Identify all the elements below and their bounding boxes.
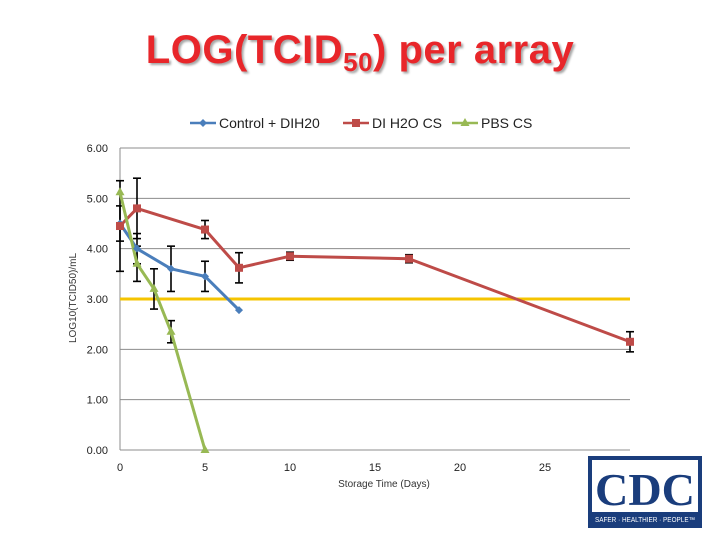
data-point	[132, 258, 142, 267]
title-subscript: 50	[343, 47, 374, 77]
data-point	[149, 283, 159, 292]
error-bars	[116, 177, 634, 353]
data-point	[235, 263, 243, 272]
legend-marker	[199, 119, 207, 127]
data-point	[626, 337, 634, 346]
x-tick-label: 5	[202, 462, 208, 474]
data-point	[167, 264, 175, 273]
data-point	[166, 326, 176, 335]
y-tick-label: 0.00	[87, 445, 108, 457]
x-tick-label: 0	[117, 462, 123, 474]
legend-label: DI H2O CS	[372, 115, 442, 131]
data-point	[405, 254, 413, 263]
y-tick-label: 5.00	[87, 193, 108, 205]
cdc-logo-tagline: SAFER · HEALTHIER · PEOPLE™	[595, 517, 695, 524]
data-point	[201, 272, 209, 281]
y-axis-label: LOG10(TCID50)/mL	[68, 253, 79, 343]
series-markers	[115, 187, 634, 453]
x-axis-ticks: 051015202530	[117, 462, 636, 474]
legend-label: Control + DIH20	[219, 115, 320, 131]
legend-marker	[352, 119, 360, 127]
slide-title: LOG(TCID50) per array	[0, 28, 720, 78]
data-point	[200, 445, 210, 453]
legend-label: PBS CS	[481, 115, 532, 131]
y-tick-label: 4.00	[87, 244, 108, 256]
data-point	[133, 244, 141, 253]
y-tick-label: 1.00	[87, 395, 108, 407]
y-tick-label: 2.00	[87, 344, 108, 356]
x-tick-label: 10	[284, 462, 296, 474]
data-point	[286, 252, 294, 261]
data-point	[116, 222, 124, 231]
data-point	[115, 187, 125, 196]
legend-marker	[460, 118, 470, 126]
x-tick-label: 15	[369, 462, 381, 474]
data-point	[201, 225, 209, 234]
x-tick-label: 20	[454, 462, 466, 474]
y-tick-label: 6.00	[87, 143, 108, 155]
cdc-logo: CDC SAFER · HEALTHIER · PEOPLE™	[588, 456, 702, 528]
y-tick-label: 3.00	[87, 294, 108, 306]
series-line-2	[118, 191, 207, 451]
y-axis-ticks: 0.00 1.00 2.00 3.00 4.00 5.00 6.00	[87, 143, 108, 457]
cdc-logo-letters: CDC	[595, 464, 695, 515]
title-main: LOG(TCID	[145, 28, 344, 72]
series-lines	[118, 191, 631, 451]
data-point	[133, 204, 141, 213]
title-end: ) per array	[373, 28, 575, 72]
x-axis-label: Storage Time (Days)	[338, 479, 430, 490]
legend: Control + DIH20 DI H2O CS PBS CS	[190, 115, 532, 131]
x-tick-label: 25	[539, 462, 551, 474]
data-point	[235, 306, 243, 315]
